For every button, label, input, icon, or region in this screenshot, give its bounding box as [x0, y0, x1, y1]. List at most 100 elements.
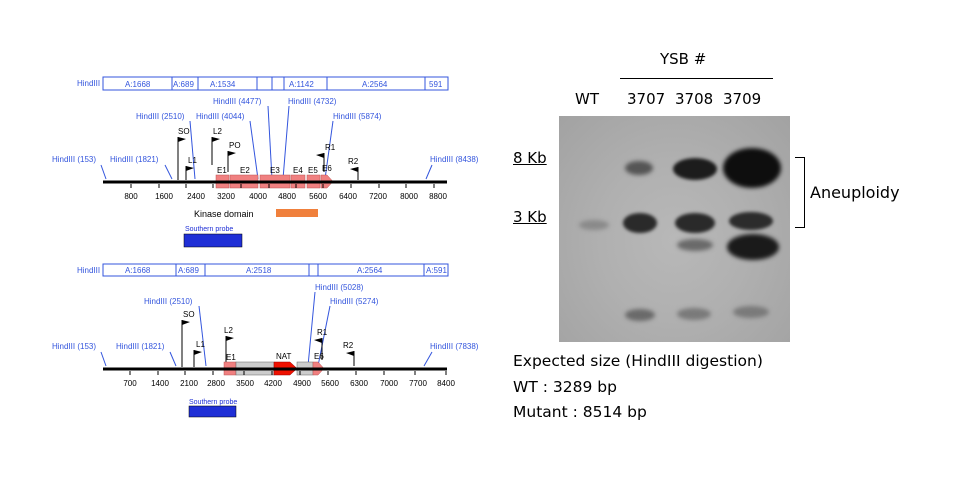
map2-exon-e1: E1	[226, 353, 236, 362]
primer-flag-icon	[186, 166, 194, 171]
map2: HindIII A:1668 A:689 A:2518 A:2564 A:591…	[52, 263, 479, 418]
map2-primer-so: SO	[183, 310, 195, 319]
marker-3kb-label: 3 Kb	[513, 208, 547, 226]
map1-primer-l1: L1	[188, 156, 197, 165]
lane-label-wt: WT	[575, 90, 599, 108]
map1-kinase-label: Kinase domain	[194, 209, 254, 219]
map2-bar-seg-2: A:689	[178, 266, 199, 275]
map1-exons: E1 E2 E3 E4 E5 E6	[215, 164, 334, 189]
map1-kinase-bar	[276, 209, 318, 217]
map1-site-153: HindIII (153)	[52, 155, 96, 164]
map1-tick-800: 800	[124, 192, 138, 201]
map1-primers: SO L1 L2 PO R1 R2	[177, 127, 359, 180]
map2-tick-2100: 2100	[180, 379, 198, 388]
map2-primer-l1: L1	[196, 340, 205, 349]
map1-site-8438: HindIII (8438)	[430, 155, 479, 164]
gene-maps: HindIII A:1668 A:689 A:1534 A:1142 A:256…	[52, 76, 479, 418]
map2-tick-2800: 2800	[207, 379, 225, 388]
primer-flag-icon	[182, 320, 190, 325]
primer-flag-icon	[226, 336, 234, 341]
lane-label-3709: 3709	[723, 90, 762, 108]
map2-primers: SO L1 L2 R1 R2	[181, 310, 355, 367]
band-3709-3kb	[729, 212, 773, 230]
map2-tick-4200: 4200	[264, 379, 282, 388]
map2-tick-4900: 4900	[293, 379, 311, 388]
map1-bar-seg-3: A:1534	[210, 80, 236, 89]
band-3707-8kb	[625, 161, 653, 175]
map1-site-5874: HindIII (5874)	[333, 112, 382, 121]
map1-tick-3200: 3200	[217, 192, 235, 201]
aneuploidy-label: Aneuploidy	[810, 183, 900, 202]
map1-tick-8000: 8000	[400, 192, 418, 201]
map1-exon-e6: E6	[322, 164, 332, 173]
expected-size-title: Expected size (HindIII digestion)	[513, 352, 763, 370]
map2-site-153: HindIII (153)	[52, 342, 96, 351]
map2-sites: HindIII (153) HindIII (1821) HindIII (25…	[52, 283, 479, 367]
aneuploidy-bracket	[795, 157, 805, 228]
map1-tick-4000: 4000	[249, 192, 267, 201]
map2-site-2510: HindIII (2510)	[144, 297, 193, 306]
map1-site-1821: HindIII (1821)	[110, 155, 159, 164]
map1-primer-r2: R2	[348, 157, 359, 166]
expected-size-wt: WT : 3289 bp	[513, 378, 617, 396]
band-3707-low	[625, 309, 655, 321]
map1-probe-bar	[183, 233, 243, 248]
map2-nat-label: NAT	[276, 352, 292, 361]
band-3709-mid	[727, 234, 779, 260]
primer-flag-icon	[350, 167, 358, 172]
map2-bar-seg-3: A:2518	[246, 266, 272, 275]
map1-primer-r1: R1	[325, 143, 336, 152]
map1-bar-hindiii: HindIII	[77, 79, 100, 88]
map1-exon-e5: E5	[308, 166, 318, 175]
map1-tick-2400: 2400	[187, 192, 205, 201]
map1-probe-label: Southern probe	[185, 226, 233, 233]
primer-flag-icon	[194, 350, 202, 355]
map1-site-2510: HindIII (2510)	[136, 112, 185, 121]
primer-flag-icon	[314, 338, 322, 343]
map2-primer-r1: R1	[317, 328, 328, 337]
band-3708-low	[677, 308, 711, 320]
marker-8kb-label: 8 Kb	[513, 149, 547, 167]
primer-flag-icon	[316, 153, 324, 158]
map1-exon-e2: E2	[240, 166, 250, 175]
map2-tick-5600: 5600	[321, 379, 339, 388]
map1-restriction-bar: HindIII A:1668 A:689 A:1534 A:1142 A:256…	[77, 76, 449, 91]
map1-exon-e1: E1	[217, 166, 227, 175]
southern-blot-image	[559, 116, 790, 342]
map2-tick-3500: 3500	[236, 379, 254, 388]
band-3708-8kb	[673, 158, 717, 180]
map1-site-4732: HindIII (4732)	[288, 97, 337, 106]
map2-primer-l2: L2	[224, 326, 233, 335]
map1-site-4477: HindIII (4477)	[213, 97, 262, 106]
map2-tick-8400: 8400	[437, 379, 455, 388]
map1: HindIII A:1668 A:689 A:1534 A:1142 A:256…	[52, 76, 479, 248]
primer-flag-icon	[212, 137, 220, 142]
primer-flag-icon	[178, 137, 186, 142]
map1-bar-seg-4: A:1142	[289, 80, 314, 89]
map2-tick-700: 700	[123, 379, 137, 388]
band-wt-3kb	[579, 220, 609, 230]
map1-bar-seg-6: 591	[429, 80, 443, 89]
map2-probe-bar	[188, 405, 237, 418]
map2-probe-label: Southern probe	[189, 399, 237, 406]
map2-exon-e6: E6	[314, 352, 324, 361]
map1-tick-5600: 5600	[309, 192, 327, 201]
map2-bar-hindiii: HindIII	[77, 266, 100, 275]
map2-site-5274: HindIII (5274)	[330, 297, 379, 306]
map1-primer-po: PO	[229, 141, 241, 150]
map2-bar-seg-5: A:591	[426, 266, 447, 275]
map2-tick-1400: 1400	[151, 379, 169, 388]
lane-label-3708: 3708	[675, 90, 714, 108]
map1-bar-seg-1: A:1668	[125, 80, 151, 89]
map1-exon-e3: E3	[270, 166, 280, 175]
band-3709-8kb	[723, 148, 781, 188]
map2-tick-7700: 7700	[409, 379, 427, 388]
map1-tick-4800: 4800	[278, 192, 296, 201]
blot-title: YSB #	[660, 50, 707, 68]
map2-bar-seg-4: A:2564	[357, 266, 383, 275]
map1-tick-7200: 7200	[369, 192, 387, 201]
map1-site-4044: HindIII (4044)	[196, 112, 245, 121]
map1-tick-1600: 1600	[155, 192, 173, 201]
map1-sites: HindIII (153) HindIII (1821) HindIII (25…	[52, 97, 479, 180]
expected-size-mutant: Mutant : 8514 bp	[513, 403, 647, 421]
